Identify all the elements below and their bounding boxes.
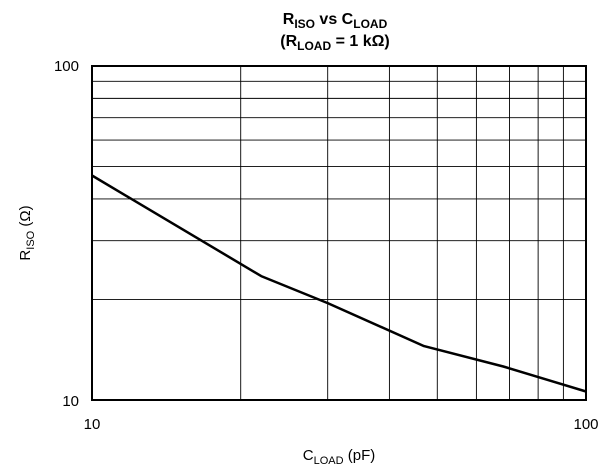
- y-axis-label: RISO (Ω): [17, 205, 37, 260]
- plot-frame: [91, 65, 587, 401]
- chart-title-line1: RISO vs CLOAD: [283, 11, 388, 31]
- x-tick-label-100: 100: [573, 416, 598, 433]
- x-tick-label-10: 10: [84, 416, 101, 433]
- series-line-riso: [91, 174, 587, 393]
- chart-title-line2: (RLOAD = 1 kΩ): [280, 33, 390, 53]
- y-tick-label-10: 10: [62, 393, 79, 410]
- x-axis-label: CLOAD (pF): [303, 447, 375, 467]
- y-tick-label-100: 100: [54, 58, 79, 75]
- grid-lines: [92, 66, 586, 400]
